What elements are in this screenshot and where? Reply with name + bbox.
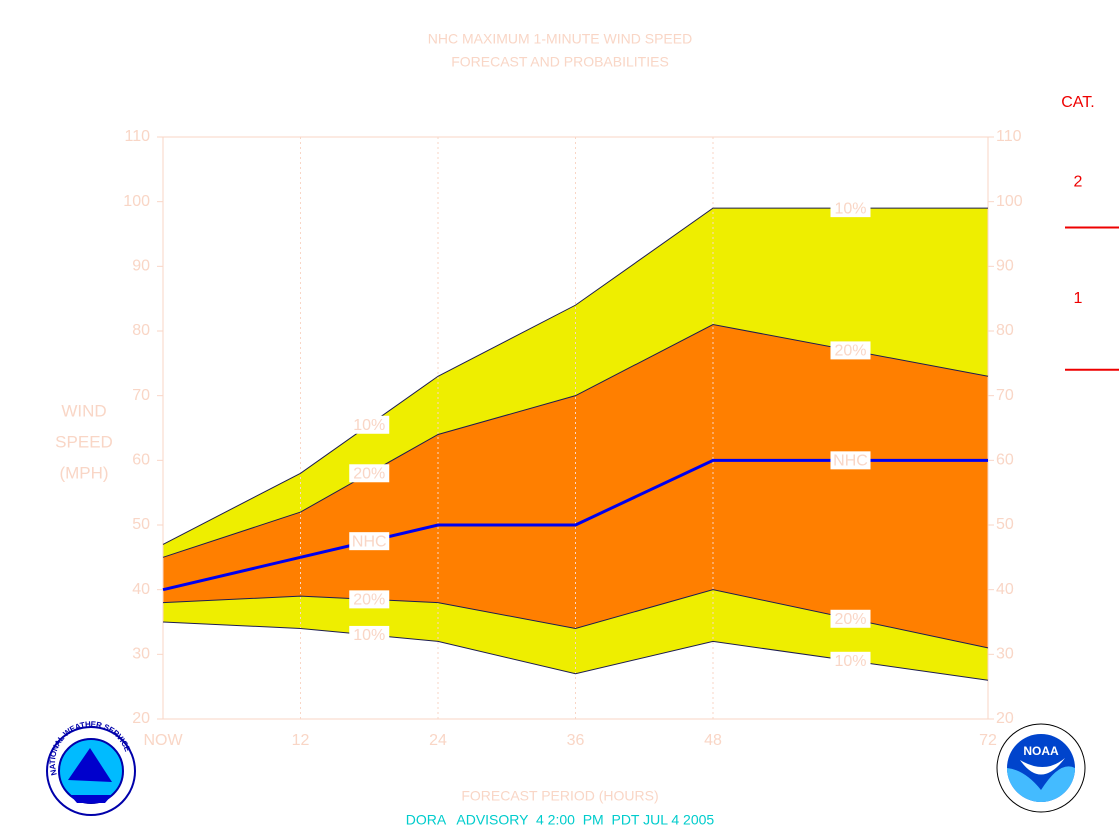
y-tick-label: 110 bbox=[996, 128, 1022, 145]
series-label: 10% bbox=[830, 651, 871, 670]
y-tick-label: 70 bbox=[132, 387, 150, 404]
y-tick-label: 60 bbox=[996, 452, 1014, 469]
series-label-box bbox=[349, 625, 390, 644]
y-tick-label: 100 bbox=[123, 193, 150, 210]
series-label-box bbox=[349, 532, 390, 551]
y-tick-label: 40 bbox=[132, 581, 150, 598]
y-tick-label: 80 bbox=[996, 322, 1014, 339]
chart-subtitle: FORECAST AND PROBABILITIES bbox=[451, 54, 669, 70]
series-label: NHC bbox=[833, 453, 868, 470]
series-label-box bbox=[349, 464, 390, 483]
chart-title: NHC MAXIMUM 1-MINUTE WIND SPEED bbox=[428, 31, 692, 47]
y-tick-label: 70 bbox=[996, 387, 1014, 404]
y-axis-label: WIND bbox=[61, 401, 106, 420]
y-axis-label: (MPH) bbox=[59, 463, 108, 482]
y-tick-label: 50 bbox=[132, 516, 150, 533]
series-label: 10% bbox=[353, 417, 385, 434]
y-tick-label: 30 bbox=[996, 646, 1014, 663]
series-label: 10% bbox=[830, 199, 871, 218]
series-label: NHC bbox=[349, 532, 390, 551]
series-label: 20% bbox=[834, 611, 866, 628]
probability-line bbox=[162, 207, 988, 545]
y-tick-label: 50 bbox=[996, 516, 1014, 533]
series-label: 20% bbox=[830, 609, 871, 628]
series-label: 10% bbox=[349, 415, 390, 434]
series-label: 20% bbox=[830, 341, 871, 360]
probability-line bbox=[162, 324, 989, 558]
x-tick-label: 72 bbox=[979, 732, 997, 749]
y-tick-label: 40 bbox=[996, 581, 1014, 598]
series-label: 10% bbox=[353, 627, 385, 644]
noaa-logo: NOAA bbox=[996, 723, 1086, 813]
x-axis-label: FORECAST PERIOD (HOURS) bbox=[461, 788, 658, 804]
series-label-box bbox=[349, 590, 390, 609]
y-tick-label: 90 bbox=[132, 258, 150, 275]
series-label-box bbox=[830, 651, 871, 670]
x-tick-label: 12 bbox=[292, 732, 310, 749]
series-label-box bbox=[830, 341, 871, 360]
category-title: CAT. bbox=[1061, 94, 1094, 111]
series-label-box bbox=[830, 451, 871, 470]
y-tick-label: 110 bbox=[124, 128, 150, 145]
series-label: NHC bbox=[352, 533, 387, 550]
noaa-logo-text: NOAA bbox=[1023, 744, 1059, 758]
y-tick-label: 90 bbox=[996, 258, 1014, 275]
footer: DORA ADVISORY 4 2:00 PM PDT JUL 4 2005 bbox=[406, 812, 715, 828]
x-tick-label: 48 bbox=[704, 732, 722, 749]
series-label: 20% bbox=[349, 590, 390, 609]
y-axis-label: SPEED bbox=[55, 432, 113, 451]
plot-border bbox=[162, 136, 989, 720]
series-label: 20% bbox=[353, 592, 385, 609]
series-label: 10% bbox=[834, 653, 866, 670]
y-tick-label: 100 bbox=[996, 193, 1023, 210]
probability-line bbox=[162, 621, 989, 681]
series-label: NHC bbox=[830, 451, 871, 470]
y-tick-label: 30 bbox=[132, 646, 150, 663]
category-label: 2 bbox=[1074, 173, 1083, 190]
series-label: 10% bbox=[349, 625, 390, 644]
series-label-box bbox=[830, 609, 871, 628]
series-label-box bbox=[349, 415, 390, 434]
nws-logo: NATIONAL WEATHER SERVICE bbox=[46, 720, 136, 816]
y-tick-label: 20 bbox=[996, 710, 1014, 727]
y-tick-label: 20 bbox=[132, 710, 150, 727]
series-label: 20% bbox=[349, 464, 390, 483]
x-tick-label: 24 bbox=[429, 732, 447, 749]
series-label-box bbox=[830, 199, 871, 218]
x-tick-label: 36 bbox=[567, 732, 585, 749]
y-tick-label: 60 bbox=[132, 452, 150, 469]
category-label: 1 bbox=[1074, 290, 1083, 307]
forecast-line bbox=[162, 458, 988, 592]
y-tick-label: 80 bbox=[132, 322, 150, 339]
series-label: 20% bbox=[353, 465, 385, 482]
probability-line bbox=[162, 589, 989, 649]
series-label: 20% bbox=[834, 343, 866, 360]
series-label: 10% bbox=[834, 200, 866, 217]
probability-band bbox=[163, 324, 988, 648]
x-tick-label: NOW bbox=[143, 732, 183, 749]
